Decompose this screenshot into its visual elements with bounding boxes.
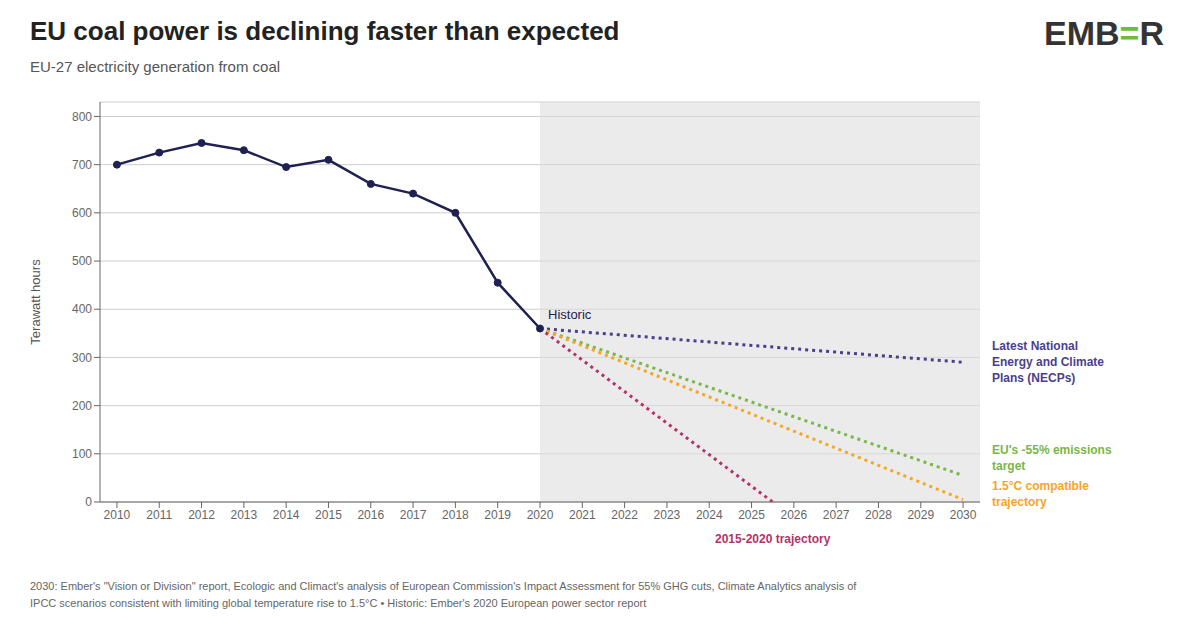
svg-text:2017: 2017 [400, 508, 427, 522]
svg-text:2020: 2020 [527, 508, 554, 522]
svg-text:0: 0 [85, 495, 92, 509]
svg-text:800: 800 [72, 110, 92, 124]
html-text:Energy and Climate: Energy and Climate [992, 355, 1104, 370]
html-text:EU coal power is declining fas: EU coal power is declining faster than e… [30, 16, 620, 46]
html-text:2030: Ember's "Vision or Divis: 2030: Ember's "Vision or Division" repor… [30, 580, 857, 592]
html-text:1.5°C compatible: 1.5°C compatible [992, 479, 1089, 493]
svg-text:500: 500 [72, 254, 92, 268]
svg-text:2013: 2013 [230, 508, 257, 522]
html-text:2015-2020 trajectory: 2015-2020 trajectory [715, 532, 831, 546]
svg-text:2022: 2022 [611, 508, 638, 522]
html-text:EU's -55% emissions: EU's -55% emissions [992, 443, 1112, 457]
svg-text:2026: 2026 [780, 508, 807, 522]
svg-text:Terawatt hours: Terawatt hours [28, 259, 43, 345]
html-text:Latest National: Latest National [992, 339, 1078, 354]
svg-text:2024: 2024 [696, 508, 723, 522]
svg-text:2014: 2014 [273, 508, 300, 522]
svg-text:2030: 2030 [950, 508, 977, 522]
svg-text:100: 100 [72, 447, 92, 461]
svg-text:600: 600 [72, 206, 92, 220]
html-text:trajectory: trajectory [992, 495, 1047, 509]
html-text:Historic: Historic [548, 306, 592, 322]
svg-text:2011: 2011 [146, 508, 172, 522]
html-text:Plans (NECPs): Plans (NECPs) [992, 371, 1076, 386]
svg-text:2027: 2027 [823, 508, 850, 522]
svg-text:2016: 2016 [357, 508, 384, 522]
html-text:target: target [992, 459, 1026, 473]
html-text:EMB = R: EMB = R [1044, 14, 1164, 52]
svg-text:2028: 2028 [865, 508, 892, 522]
svg-text:2023: 2023 [654, 508, 681, 522]
svg-text:2025: 2025 [738, 508, 765, 522]
svg-text:2019: 2019 [484, 508, 511, 522]
svg-text:200: 200 [72, 399, 92, 413]
svg-text:2010: 2010 [104, 508, 131, 522]
html-text:EU-27 electricity generation f: EU-27 electricity generation from coal [30, 58, 281, 75]
svg-text:400: 400 [72, 302, 92, 316]
svg-text:700: 700 [72, 158, 92, 172]
svg-text:2015: 2015 [315, 508, 342, 522]
html-text:IPCC scenarios consistent with: IPCC scenarios consistent with limiting … [30, 596, 647, 609]
svg-text:2021: 2021 [569, 508, 596, 522]
svg-text:300: 300 [72, 351, 92, 365]
svg-text:2012: 2012 [188, 508, 215, 522]
svg-text:2029: 2029 [907, 508, 934, 522]
svg-text:2018: 2018 [442, 508, 469, 522]
